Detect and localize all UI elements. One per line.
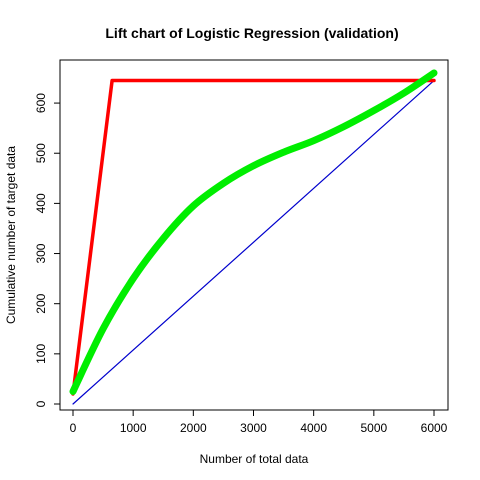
- x-axis: 0 1000 2000 3000 4000 5000 6000: [70, 410, 448, 435]
- y-tick-label-6: 600: [34, 93, 48, 113]
- y-tick-label-4: 400: [34, 193, 48, 213]
- x-tick-label-0: 0: [70, 421, 77, 435]
- random-baseline-line: [72, 79, 435, 405]
- x-tick-label-1: 1000: [120, 421, 147, 435]
- x-tick-label-2: 2000: [180, 421, 207, 435]
- y-tick-label-3: 300: [34, 243, 48, 263]
- x-tick-label-4: 4000: [300, 421, 327, 435]
- series-layer: [69, 69, 438, 405]
- y-axis-label: Cumulative number of target data: [4, 146, 18, 324]
- model-lift-line: [69, 69, 438, 395]
- x-tick-label-6: 6000: [421, 421, 448, 435]
- ideal-lift-line: [71, 78, 436, 396]
- x-tick-label-3: 3000: [240, 421, 267, 435]
- y-tick-label-0: 0: [34, 400, 48, 407]
- y-axis: 0 100 200 300 400 500 600: [34, 93, 60, 407]
- x-tick-label-5: 5000: [360, 421, 387, 435]
- chart-title: Lift chart of Logistic Regression (valid…: [105, 25, 398, 41]
- y-tick-label-2: 200: [34, 293, 48, 313]
- x-axis-label: Number of total data: [200, 452, 309, 466]
- plot-frame: [59, 59, 449, 411]
- y-tick-label-1: 100: [34, 344, 48, 364]
- y-tick-label-5: 500: [34, 143, 48, 163]
